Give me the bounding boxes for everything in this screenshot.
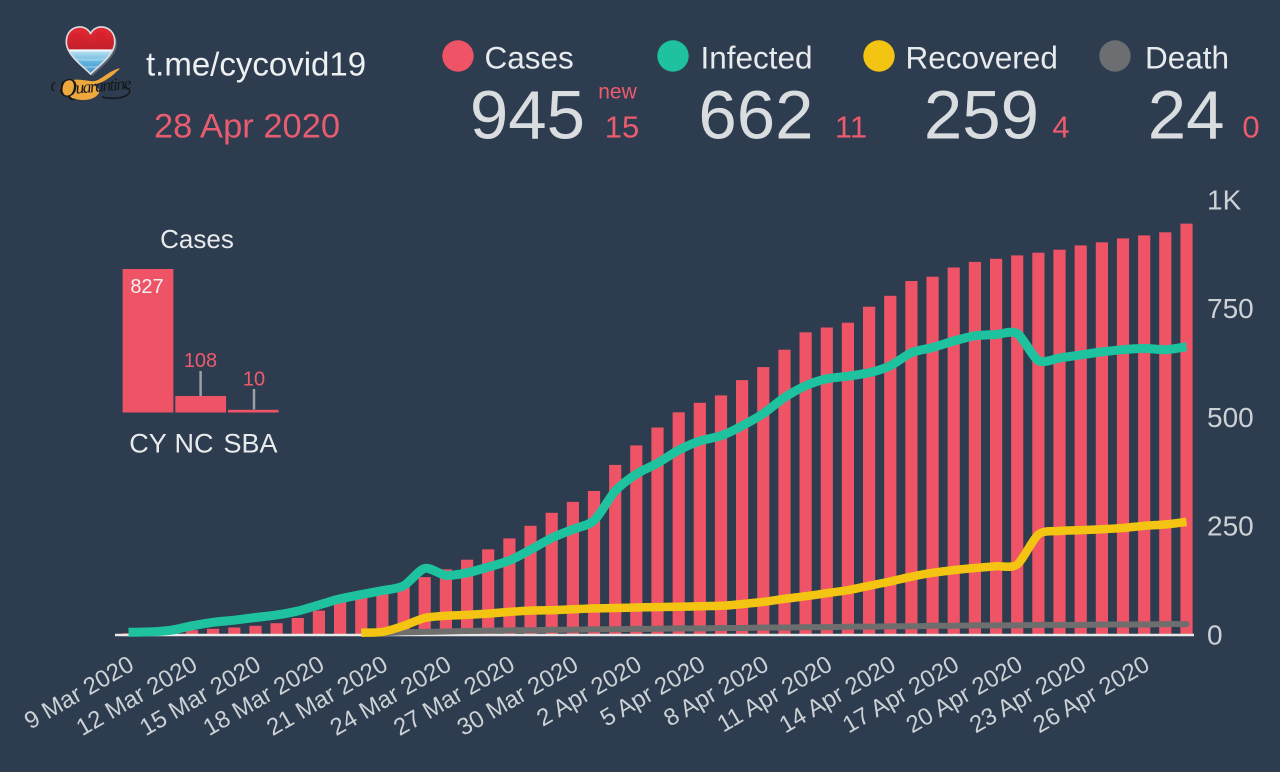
svg-text:SBA: SBA — [223, 429, 277, 459]
svg-text:Q: Q — [57, 73, 78, 104]
svg-text:CY: CY — [129, 429, 167, 459]
svg-text:500: 500 — [1207, 402, 1254, 433]
svg-text:10: 10 — [243, 369, 265, 391]
svg-text:250: 250 — [1207, 511, 1254, 542]
svg-text:662: 662 — [698, 77, 813, 154]
svg-text:0: 0 — [1207, 619, 1223, 650]
svg-text:NC: NC — [175, 429, 214, 459]
svg-text:28 Apr 2020: 28 Apr 2020 — [154, 108, 340, 146]
svg-text:24: 24 — [1148, 77, 1225, 154]
svg-text:108: 108 — [184, 350, 217, 372]
svg-text:750: 750 — [1207, 293, 1254, 324]
svg-text:Cases: Cases — [485, 40, 574, 76]
svg-text:11: 11 — [835, 110, 867, 145]
svg-text:Cases: Cases — [160, 224, 234, 254]
svg-text:4: 4 — [1052, 110, 1069, 145]
svg-text:827: 827 — [130, 276, 163, 298]
svg-text:Infected: Infected — [701, 40, 813, 76]
svg-text:uarantine: uarantine — [75, 73, 133, 98]
svg-text:t.me/cycovid19: t.me/cycovid19 — [146, 46, 366, 83]
svg-text:1K: 1K — [1207, 185, 1242, 216]
svg-text:259: 259 — [924, 77, 1039, 154]
svg-text:15: 15 — [605, 110, 639, 145]
svg-text:945: 945 — [470, 77, 585, 154]
svg-text:Recovered: Recovered — [906, 40, 1058, 76]
svg-text:Death: Death — [1145, 40, 1229, 76]
svg-text:0: 0 — [1242, 110, 1259, 145]
svg-text:new: new — [598, 81, 637, 104]
